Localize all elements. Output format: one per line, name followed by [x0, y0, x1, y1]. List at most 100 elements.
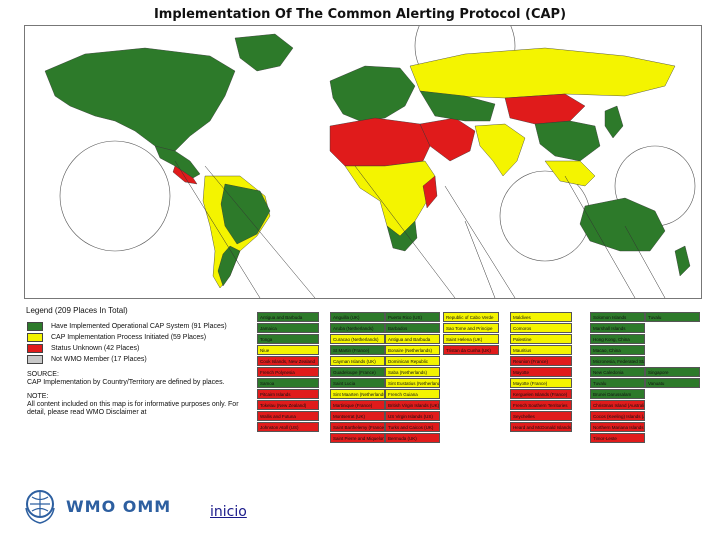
- callout-label: Palestine: [510, 334, 572, 344]
- callout-label: Antigua and Barbuda: [385, 334, 440, 344]
- region-east-asia: [534, 120, 601, 162]
- source-text: CAP Implementation by Country/Territory …: [27, 379, 225, 386]
- region-north-america: [44, 47, 236, 152]
- region-japan: [604, 105, 624, 139]
- callout-label: Sao Tome and Principe: [443, 323, 499, 333]
- callout-label: Wallis and Futuna: [257, 411, 319, 421]
- callout-label: Niue: [257, 345, 319, 355]
- callout-column-2: Anguilla (UK) Puerto Rico (US) Aruba (Neth…: [330, 312, 440, 444]
- callout-row: Aruba (Netherlands) Barbados: [330, 323, 440, 334]
- callout-label: Seychelles: [510, 411, 572, 421]
- callout-row: Solomon Islands Tuvalu: [590, 312, 700, 323]
- legend-item-unknown: Status Unknown (42 Places): [27, 343, 256, 353]
- callout-label: Cook Islands, New Zealand: [257, 356, 319, 366]
- callout-row: Timor-Leste: [590, 433, 700, 444]
- callout-row: Guadeloupe (France) Saba (Netherlands): [330, 367, 440, 378]
- legend-item-operational: Have Implemented Operational CAP System …: [27, 321, 256, 331]
- callout-row: Brunei Darussalam: [590, 389, 700, 400]
- source-block: SOURCE: CAP Implementation by Country/Te…: [27, 371, 256, 387]
- legend-label: Have Implemented Operational CAP System …: [51, 322, 227, 330]
- callout-label: Cayman Islands (UK): [330, 356, 385, 366]
- legend-label: Status Unknown (42 Places): [51, 344, 140, 352]
- legend-item-not-member: Not WMO Member (17 Places): [27, 354, 256, 364]
- legend-heading: Legend (209 Places In Total): [26, 306, 128, 315]
- callout-label: Vanuatu: [645, 378, 700, 388]
- callout-row: Saint Barthelemy (France) Turks and Caico…: [330, 422, 440, 433]
- callout-row: Anguilla (UK) Puerto Rico (US): [330, 312, 440, 323]
- note-text: All content included on this map is for …: [27, 401, 239, 416]
- callout-label: Antigua and Barbuda: [257, 312, 319, 322]
- callout-row: Saint Lucia Sint Eustatius (Netherlands): [330, 378, 440, 389]
- callout-label: Northern Mariana Islands (US): [590, 422, 645, 432]
- callout-label: Martinique (France): [330, 400, 385, 410]
- callout-label: Reunion (France): [510, 356, 572, 366]
- callout-row: Martinique (France) British Virgin Island…: [330, 400, 440, 411]
- callout-lines: [174, 160, 666, 298]
- source-title: SOURCE:: [27, 371, 59, 378]
- callout-row: Montserrat (UK) US Virgin Islands (US): [330, 411, 440, 422]
- region-china-unknown: [504, 93, 586, 125]
- note-block: NOTE: All content included on this map i…: [27, 393, 256, 417]
- callout-label: Mayotte: [510, 367, 572, 377]
- region-europe: [329, 65, 416, 122]
- callout-label: Micronesia, Federated States of: [590, 356, 645, 366]
- callout-label: French Guiana: [385, 389, 440, 399]
- callout-label: Bermuda (UK): [385, 433, 440, 443]
- callout-label: Saint Barthelemy (France): [330, 422, 385, 432]
- region-russia: [409, 47, 676, 99]
- inicio-link[interactable]: inicio: [210, 504, 247, 520]
- callout-row: Northern Mariana Islands (US): [590, 422, 700, 433]
- callout-label: Singapore: [645, 367, 700, 377]
- callout-label: Curacao (Netherlands): [330, 334, 385, 344]
- callout-label: Turks and Caicos (UK): [385, 422, 440, 432]
- legend-label: CAP Implementation Process Initiated (59…: [51, 333, 207, 341]
- note-title: NOTE:: [27, 393, 49, 400]
- callout-label: Mauritius: [510, 345, 572, 355]
- callout-label: St Martin (France): [330, 345, 385, 355]
- region-central-asia: [419, 90, 496, 122]
- callout-label: [645, 345, 700, 355]
- region-east-africa: [422, 175, 438, 209]
- legend-item-in-progress: CAP Implementation Process Initiated (59…: [27, 332, 256, 342]
- callout-label: Anguilla (UK): [330, 312, 385, 322]
- region-central-america-unknown: [172, 165, 198, 185]
- wmo-logo: WMO OMM: [22, 486, 171, 526]
- callout-column-4: Maldives Comoros Palestine Mauritius Reunion…: [510, 312, 572, 433]
- callout-label: Christmas Island (Australia): [590, 400, 645, 410]
- callout-row: Tuvalu Vanuatu: [590, 378, 700, 389]
- callout-label: Saba (Netherlands): [385, 367, 440, 377]
- region-southern-africa: [386, 220, 418, 252]
- legend-swatch: [27, 343, 43, 353]
- callout-label: Comoros: [510, 323, 572, 333]
- callout-label: Kerguelen Islands (France): [510, 389, 572, 399]
- callout-label: Saint Pierre and Miquelon: [330, 433, 385, 443]
- callout-label: [645, 400, 700, 410]
- callout-label: Macao, China: [590, 345, 645, 355]
- callout-row: Cocos (Keeling) Islands (Australia): [590, 411, 700, 422]
- callout-label: [645, 356, 700, 366]
- callout-row: Cayman Islands (UK) Dominican Republic: [330, 356, 440, 367]
- callout-label: Samoa: [257, 378, 319, 388]
- callout-label: Tokelau (New Zealand): [257, 400, 319, 410]
- callout-label: Saint Helena (UK): [443, 334, 499, 344]
- callout-row: St Martin (France) Bonaire (Netherlands): [330, 345, 440, 356]
- callout-row: Curacao (Netherlands) Antigua and Barbuda: [330, 334, 440, 345]
- callout-label: French Polynesia: [257, 367, 319, 377]
- callout-label: New Caledonia: [590, 367, 645, 377]
- callout-column-5: Solomon Islands Tuvalu Marshall Islands Hon…: [590, 312, 700, 444]
- callout-label: Bonaire (Netherlands): [385, 345, 440, 355]
- callout-label: British Virgin Islands (UK): [385, 400, 440, 410]
- legend: Legend (209 Places In Total) Have Implem…: [24, 300, 256, 417]
- callout-label: Sint Maarten (Netherlands): [330, 389, 385, 399]
- callout-row: Macao, China: [590, 345, 700, 356]
- callout-label: Solomon Islands: [590, 312, 645, 322]
- inset-circle: [59, 140, 171, 252]
- callout-label: Guadeloupe (France): [330, 367, 385, 377]
- region-southern-cone: [217, 245, 241, 287]
- callout-label: [645, 323, 700, 333]
- callout-label: US Virgin Islands (US): [385, 411, 440, 421]
- callout-label: Tristan da Cunha (UK): [443, 345, 499, 355]
- map-title: Implementation Of The Common Alerting Pr…: [153, 7, 567, 22]
- region-greenland: [234, 33, 294, 72]
- callout-label: Sint Eustatius (Netherlands): [385, 378, 440, 388]
